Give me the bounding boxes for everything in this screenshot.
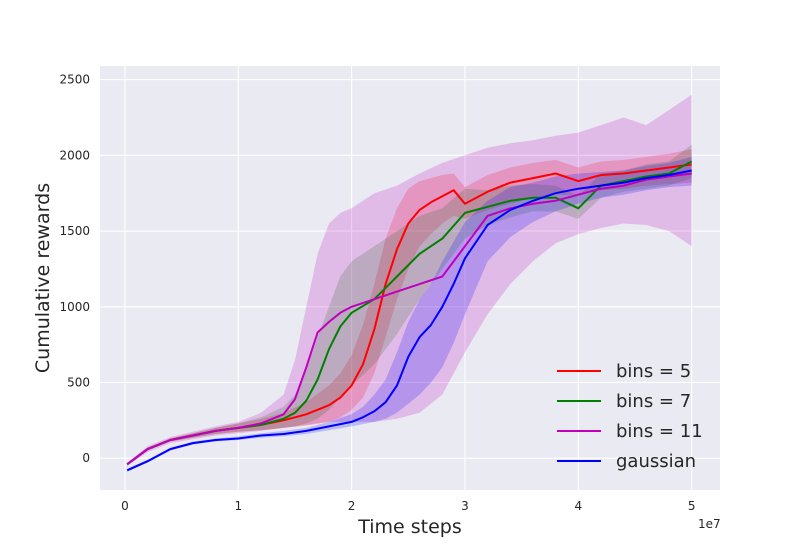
x-tick-label: 3 — [461, 499, 469, 513]
legend-label: gaussian — [616, 451, 696, 472]
line-bins-11 — [126, 172, 692, 466]
band-bins-11 — [127, 94, 692, 466]
x-tick-label: 0 — [121, 499, 129, 513]
legend-label: bins = 7 — [616, 391, 691, 412]
legend-label: bins = 5 — [616, 361, 691, 382]
y-tick-label: 2000 — [59, 148, 90, 162]
x-axis-multiplier: 1e7 — [698, 517, 721, 531]
y-axis-label: Cumulative rewards — [32, 183, 54, 373]
y-tick-label: 0 — [82, 451, 90, 465]
y-tick-label: 1500 — [59, 224, 90, 238]
line-gaussian — [126, 169, 692, 472]
y-tick-labels: 0 500 1000 1500 2000 2500 — [59, 73, 90, 466]
band-gaussian — [127, 156, 692, 472]
x-tick-labels: 0 1 2 3 4 5 — [121, 499, 695, 513]
x-tick-label: 1 — [234, 499, 242, 513]
band-bins-7 — [127, 144, 692, 466]
series-lines — [126, 160, 693, 472]
x-axis-label: Time steps — [357, 516, 462, 538]
x-tick-label: 4 — [574, 499, 582, 513]
x-tick-label: 5 — [688, 499, 696, 513]
x-tick-label: 2 — [348, 499, 356, 513]
y-tick-label: 2500 — [59, 73, 90, 87]
y-tick-label: 500 — [67, 375, 90, 389]
plot-area — [100, 66, 720, 490]
y-tick-label: 1000 — [59, 300, 90, 314]
legend: bins = 5 bins = 7 bins = 11 gaussian — [557, 361, 703, 472]
grid — [100, 66, 720, 490]
legend-label: bins = 11 — [616, 421, 703, 442]
